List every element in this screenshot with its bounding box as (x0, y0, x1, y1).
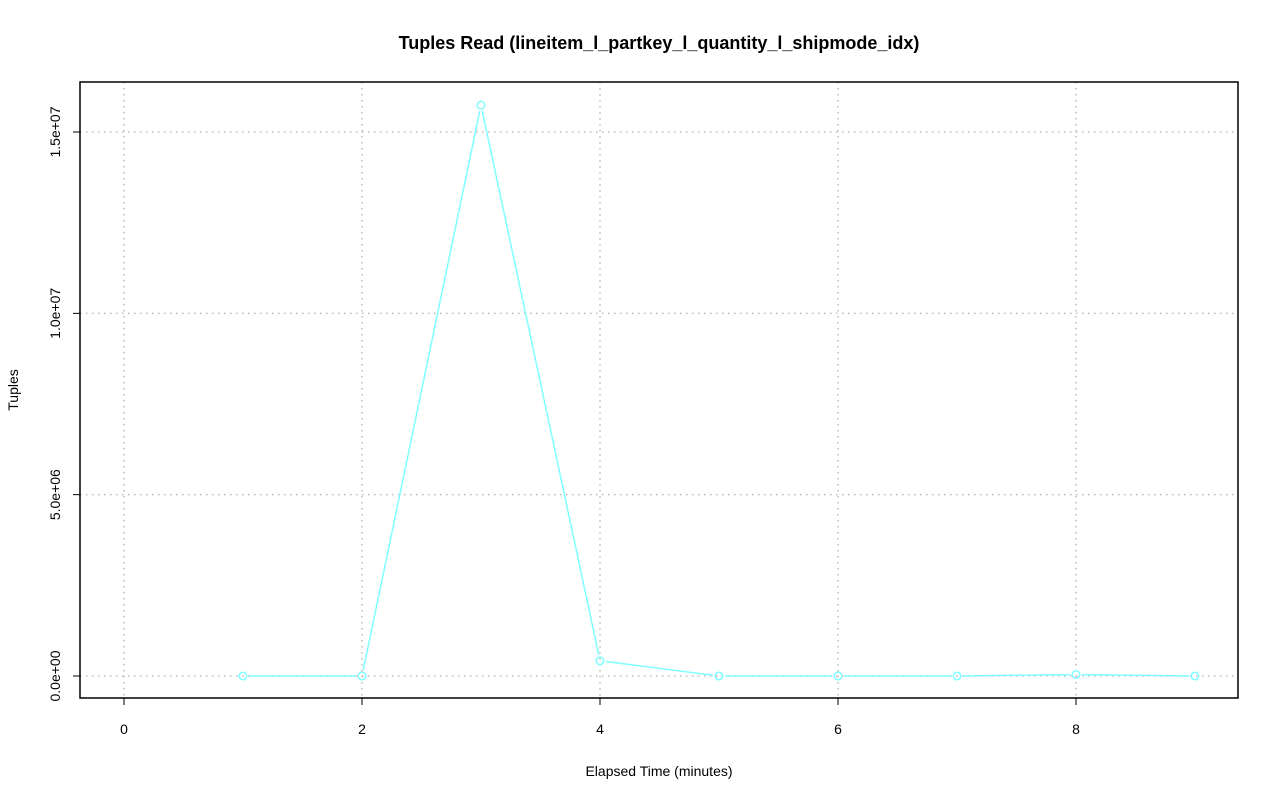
x-tick-label: 2 (358, 721, 366, 737)
data-point (952, 671, 962, 681)
data-point (1071, 669, 1081, 680)
grid (80, 82, 1238, 698)
series-segment (481, 110, 600, 656)
data-point (238, 671, 248, 681)
data-point (476, 100, 486, 110)
series-segment (362, 110, 481, 671)
data-point (714, 671, 724, 681)
x-tick-label: 6 (834, 721, 842, 737)
series (238, 100, 1200, 681)
data-point (595, 656, 605, 666)
x-axis: 0 2 4 6 8 (120, 697, 1080, 737)
x-tick-label: 4 (596, 721, 604, 737)
data-point (1190, 671, 1200, 681)
data-point (357, 671, 367, 681)
y-tick-label: 1.5e+07 (47, 106, 63, 157)
y-axis: 0.0e+00 5.0e+06 1.0e+07 1.5e+07 (47, 106, 80, 702)
x-tick-label: 0 (120, 721, 128, 737)
x-axis-label: Elapsed Time (minutes) (585, 763, 732, 779)
data-point (833, 671, 843, 681)
plot-frame (79, 81, 1239, 699)
y-axis-label: Tuples (5, 369, 21, 411)
chart-title: Tuples Read (lineitem_l_partkey_l_quanti… (399, 33, 920, 53)
x-tick-label: 8 (1072, 721, 1080, 737)
y-tick-label: 1.0e+07 (47, 288, 63, 339)
y-tick-label: 5.0e+06 (47, 469, 63, 520)
series-segment (1081, 673, 1190, 677)
series-segment (605, 660, 714, 676)
series-segment (962, 673, 1071, 677)
y-tick-label: 0.0e+00 (47, 650, 63, 701)
